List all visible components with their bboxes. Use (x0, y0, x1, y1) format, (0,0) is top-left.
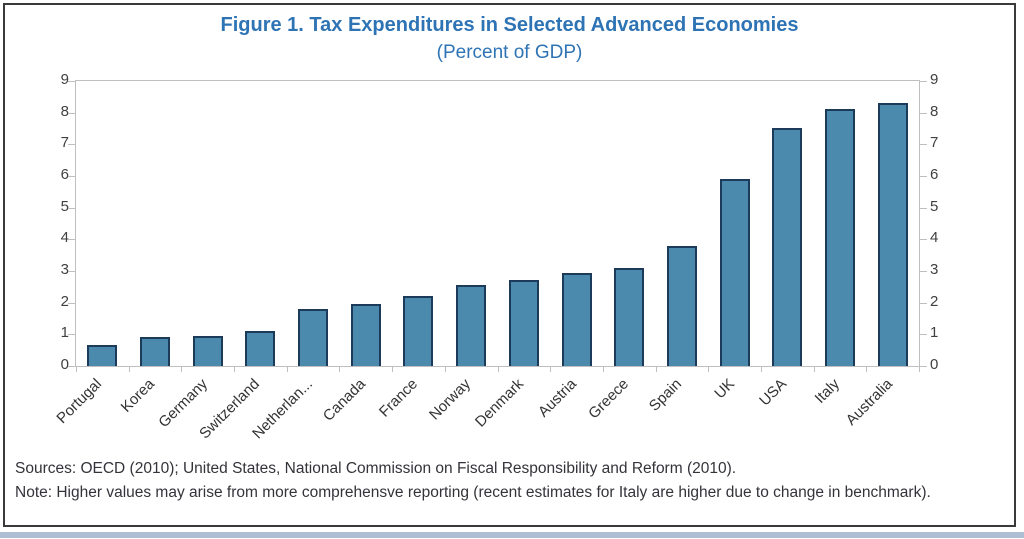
x-axis-tick (129, 366, 130, 372)
y-axis-tick (68, 113, 75, 114)
y-axis-label: 2 (930, 293, 939, 310)
note-line: Note: Higher values may arise from more … (15, 484, 931, 501)
bar-australia (878, 103, 908, 366)
bar-spain (667, 246, 697, 366)
x-axis-tick (814, 366, 815, 372)
y-axis-label: 3 (930, 261, 939, 278)
x-axis-tick (445, 366, 446, 372)
y-axis-label: 5 (60, 198, 69, 215)
y-axis-label: 2 (60, 293, 69, 310)
y-axis-tick (68, 271, 75, 272)
bar-austria (562, 273, 592, 366)
y-axis-tick (68, 81, 75, 82)
x-axis-tick (76, 366, 77, 372)
bar-portugal (87, 345, 117, 366)
x-axis-tick (656, 366, 657, 372)
y-axis-tick (68, 208, 75, 209)
bar-denmark (509, 280, 539, 366)
x-axis-tick (761, 366, 762, 372)
y-axis-label: 0 (60, 356, 69, 373)
x-axis-tick (339, 366, 340, 372)
y-axis-tick (68, 366, 75, 367)
bar-greece (614, 268, 644, 366)
y-axis-label: 1 (930, 324, 939, 341)
y-axis-label: 0 (930, 356, 939, 373)
x-axis-tick (287, 366, 288, 372)
y-axis-label: 1 (60, 324, 69, 341)
y-axis-label: 6 (930, 166, 939, 183)
y-axis-left-labels: 0 1 2 3 4 5 6 7 8 9 (39, 71, 69, 373)
y-axis-label: 3 (60, 261, 69, 278)
x-axis-tick (603, 366, 604, 372)
y-axis-tick (920, 176, 927, 177)
y-axis-tick (920, 113, 927, 114)
y-axis-tick (920, 239, 927, 240)
x-axis-tick (181, 366, 182, 372)
x-axis-tick (919, 366, 920, 372)
y-axis-tick (68, 334, 75, 335)
figure-footer: Sources: OECD (2010); United States, Nat… (15, 457, 1003, 505)
y-axis-tick (68, 303, 75, 304)
y-axis-tick (920, 366, 927, 367)
bar-france (403, 296, 433, 366)
y-axis-tick (68, 239, 75, 240)
bar-canada (351, 304, 381, 366)
y-axis-label: 9 (60, 71, 69, 88)
chart-title: Figure 1. Tax Expenditures in Selected A… (220, 14, 799, 36)
x-axis-tick (498, 366, 499, 372)
bar-germany (193, 336, 223, 366)
x-axis-tick (392, 366, 393, 372)
y-axis-tick (920, 144, 927, 145)
x-axis-labels: Portugal Korea Germany Switzerland Netherlan… (53, 373, 918, 463)
x-axis-tick (550, 366, 551, 372)
bar-netherlan (298, 309, 328, 366)
y-axis-right-labels: 0 1 2 3 4 5 6 7 8 9 (930, 71, 960, 373)
chart-subtitle: (Percent of GDP) (436, 42, 583, 63)
x-axis-tick (708, 366, 709, 372)
bar-italy (825, 109, 855, 366)
y-axis-tick (920, 81, 927, 82)
bar-usa (772, 128, 802, 366)
x-axis-tick (866, 366, 867, 372)
bar-korea (140, 337, 170, 366)
y-axis-label: 5 (930, 198, 939, 215)
y-axis-label: 7 (930, 134, 939, 151)
bar-norway (456, 285, 486, 366)
y-axis-tick (68, 176, 75, 177)
y-axis-tick (920, 334, 927, 335)
y-axis-label: 9 (930, 71, 939, 88)
bottom-band (0, 532, 1024, 538)
plot-area (68, 80, 927, 372)
y-axis-label: 4 (60, 229, 69, 246)
source-line: Sources: OECD (2010); United States, Nat… (15, 460, 737, 477)
y-axis-label: 8 (60, 103, 69, 120)
x-axis-tick (234, 366, 235, 372)
y-axis-label: 8 (930, 103, 939, 120)
y-axis-tick (68, 144, 75, 145)
bar-switzerland (245, 331, 275, 366)
figure-frame: Figure 1. Tax Expenditures in Selected A… (3, 3, 1016, 527)
bar-uk (720, 179, 750, 366)
y-axis-label: 4 (930, 229, 939, 246)
y-axis-tick (920, 271, 927, 272)
y-axis-label: 7 (60, 134, 69, 151)
y-axis-tick (920, 208, 927, 209)
y-axis-tick (920, 303, 927, 304)
y-axis-label: 6 (60, 166, 69, 183)
